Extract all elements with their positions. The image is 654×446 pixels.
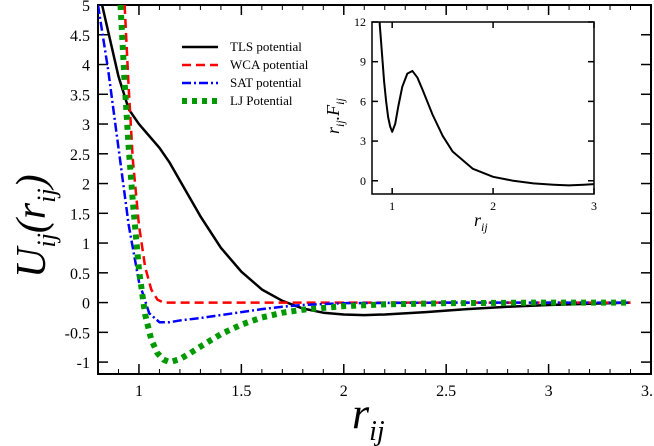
inset-y-tick-label: 3	[360, 134, 366, 148]
legend-label-lj: LJ Potential	[230, 93, 293, 108]
y-axis-label-arg-sub: ij	[32, 188, 61, 202]
main-y-tick-label: 4	[82, 58, 90, 75]
inset-y-tick-label: 0	[360, 174, 366, 188]
inset-plot-frame	[371, 21, 595, 195]
legend-label-wca: WCA potential	[230, 57, 309, 72]
y-axis-label-sub: ij	[32, 233, 61, 247]
x-axis-label: rij	[352, 389, 385, 446]
main-y-tick-label: 0	[82, 296, 90, 313]
legend-entry-tls: TLS potential	[182, 39, 302, 54]
main-series-line-0	[100, 5, 631, 317]
inset-y-tick-label: 12	[354, 15, 366, 29]
inset-y-axis-label-sub2: ij	[333, 97, 347, 104]
legend: TLS potential WCA potential SAT potentia…	[182, 39, 309, 108]
main-y-tick-label: 3.5	[70, 87, 90, 104]
legend-label-tls: TLS potential	[230, 39, 302, 54]
inset-y-tick-label: 9	[360, 55, 366, 69]
inset-x-tick-label: 3	[591, 199, 597, 213]
main-x-tick-label: 1.5	[231, 383, 251, 400]
y-axis-label: Uij(rij)	[9, 174, 61, 278]
main-x-tick-label: 3	[545, 383, 553, 400]
main-y-tick-label: 5	[82, 0, 90, 15]
main-plot-frame	[97, 4, 652, 375]
inset-x-axis-label-main: r	[474, 210, 482, 230]
main-y-tick-label: 2	[82, 177, 90, 194]
inset-y-tick-label: 6	[360, 94, 366, 108]
legend-entry-wca: WCA potential	[182, 57, 309, 72]
main-series-line-1	[123, 5, 631, 304]
main-x-tick-label: 1	[135, 383, 143, 400]
inset-y-axis-label-main2: .F	[323, 104, 343, 121]
x-axis-label-main: r	[352, 389, 370, 438]
main-y-tick-label: 4.5	[70, 28, 90, 45]
main-x-tick-label: 2.5	[436, 383, 456, 400]
legend-entry-lj: LJ Potential	[182, 93, 293, 108]
legend-entry-sat: SAT potential	[182, 75, 302, 90]
main-y-tick-label: 1.5	[70, 206, 90, 223]
inset-x-axis-label-sub: ij	[481, 220, 488, 234]
inset-y-axis-label: rij.Fij	[323, 97, 347, 134]
inset-y-axis-label-main: r	[323, 126, 343, 134]
legend-label-sat: SAT potential	[230, 75, 302, 90]
y-axis-label-main: U	[9, 245, 55, 278]
y-axis-label-open: (r	[9, 202, 55, 233]
main-y-tick-label: 2.5	[70, 147, 90, 164]
inset-y-axis-label-sub: ij	[333, 120, 347, 127]
main-series-line-3	[117, 5, 631, 366]
inset-series-group	[378, 22, 594, 187]
main-y-tick-label: 1	[82, 236, 90, 253]
main-y-tick-label: 0.5	[70, 266, 90, 283]
main-series-group	[98, 5, 631, 366]
inset-x-axis-label: rij	[474, 210, 488, 234]
y-axis-label-close: )	[9, 174, 55, 190]
main-ticks: 1 1.5 2 2.5 3 3.5 -1 -0.5 0 0.5 1 1.5 2 2.5 3 3.5 4 4.5 5	[65, 0, 654, 400]
main-x-tick-label: 3.5	[641, 383, 654, 400]
x-axis-label-sub: ij	[369, 416, 385, 446]
inset-background	[372, 22, 594, 194]
inset-x-tick-label: 2	[490, 199, 496, 213]
main-y-tick-label: -0.5	[65, 325, 90, 342]
inset-x-tick-label: 1	[389, 199, 395, 213]
main-y-tick-label: 3	[82, 117, 90, 134]
main-y-tick-label: -1	[77, 355, 90, 372]
main-x-tick-label: 2	[340, 383, 348, 400]
inset-series-line-0	[378, 22, 594, 187]
